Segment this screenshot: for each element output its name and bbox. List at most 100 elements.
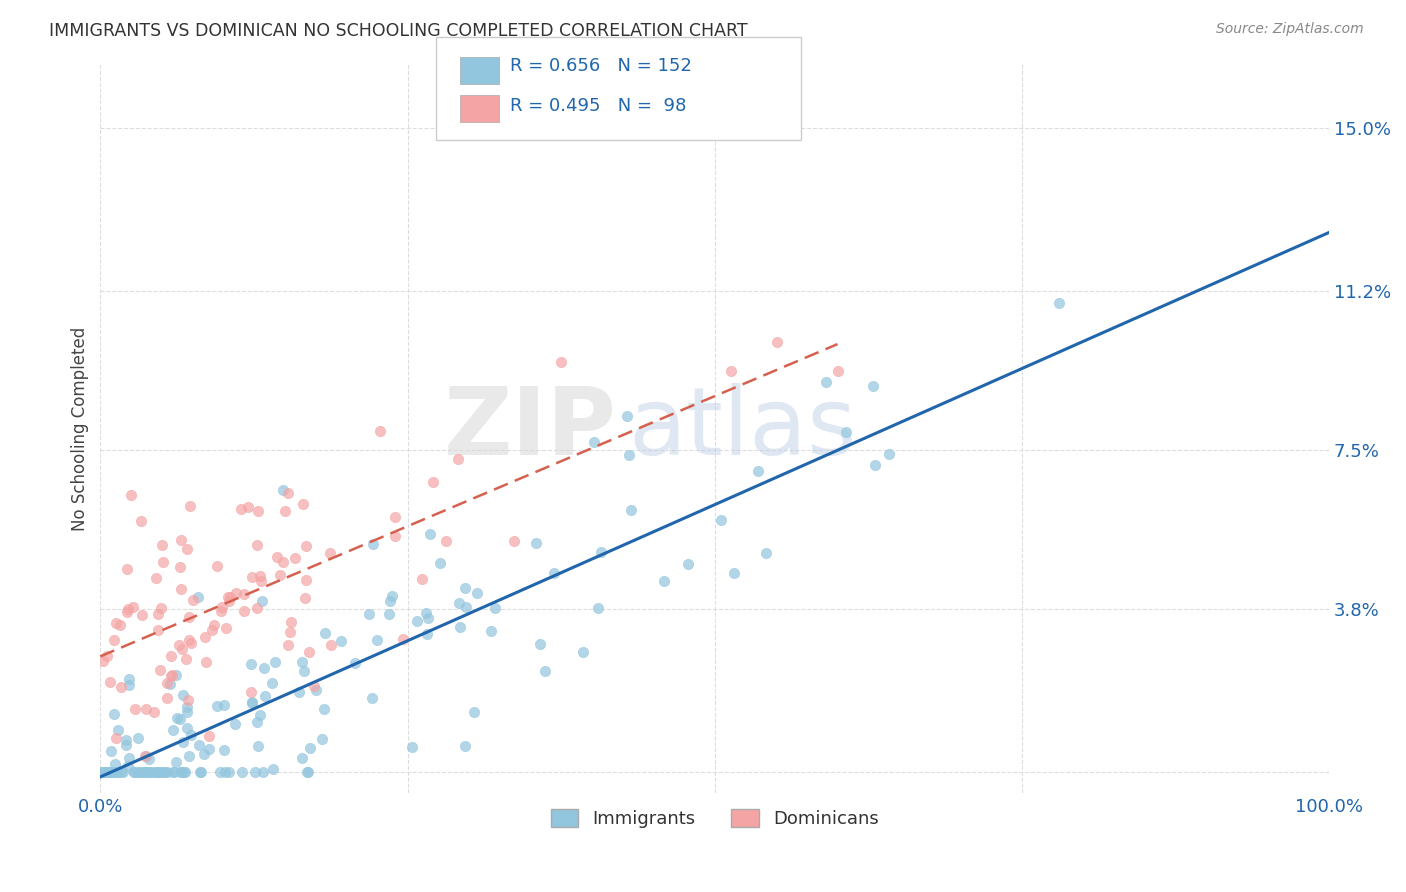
Point xyxy=(344,656,367,670)
Point xyxy=(454,600,477,615)
Point xyxy=(224,717,246,731)
Point xyxy=(218,594,240,608)
Point xyxy=(122,764,145,779)
Point xyxy=(617,448,640,462)
Point xyxy=(172,688,194,702)
Point xyxy=(156,691,179,706)
Text: atlas: atlas xyxy=(628,383,856,475)
Point xyxy=(240,685,263,699)
Y-axis label: No Schooling Completed: No Schooling Completed xyxy=(72,326,89,531)
Point xyxy=(297,764,319,779)
Point xyxy=(150,601,173,615)
Point xyxy=(233,587,256,601)
Point xyxy=(128,764,150,779)
Point xyxy=(173,764,195,779)
Point xyxy=(419,527,441,541)
Point xyxy=(211,600,233,615)
Point xyxy=(170,764,193,779)
Point xyxy=(292,664,315,678)
Point xyxy=(94,764,117,779)
Point xyxy=(534,665,557,679)
Point xyxy=(242,697,264,711)
Point xyxy=(262,762,284,776)
Point xyxy=(146,764,169,779)
Point xyxy=(94,764,117,779)
Text: Source: ZipAtlas.com: Source: ZipAtlas.com xyxy=(1216,22,1364,37)
Point xyxy=(295,539,318,553)
Point xyxy=(167,638,190,652)
Point xyxy=(231,501,253,516)
Point xyxy=(311,731,333,746)
Point xyxy=(572,645,595,659)
Point xyxy=(208,764,231,779)
Point xyxy=(415,606,437,620)
Point xyxy=(246,504,269,518)
Point xyxy=(174,764,197,779)
Point xyxy=(103,633,125,648)
Point xyxy=(212,698,235,712)
Point xyxy=(198,729,221,743)
Point xyxy=(134,764,156,779)
Point xyxy=(131,608,153,623)
Point xyxy=(187,738,209,752)
Point xyxy=(250,594,273,608)
Point xyxy=(105,616,128,631)
Point xyxy=(90,764,112,779)
Point xyxy=(127,764,149,779)
Point xyxy=(253,661,276,675)
Point xyxy=(170,582,193,596)
Point xyxy=(180,728,202,742)
Point xyxy=(215,622,238,636)
Point xyxy=(160,669,183,683)
Point xyxy=(710,513,733,527)
Point xyxy=(117,759,139,773)
Point xyxy=(150,538,173,552)
Point xyxy=(298,645,321,659)
Point xyxy=(454,581,477,595)
Point xyxy=(104,731,127,746)
Point xyxy=(411,573,433,587)
Point xyxy=(122,764,145,779)
Point xyxy=(145,571,167,585)
Point xyxy=(588,601,610,615)
Point xyxy=(214,764,236,779)
Point xyxy=(110,680,132,694)
Point xyxy=(98,674,121,689)
Point xyxy=(176,700,198,714)
Point xyxy=(212,742,235,756)
Point xyxy=(231,764,253,779)
Point xyxy=(329,634,352,648)
Point xyxy=(277,638,299,652)
Point xyxy=(194,655,217,669)
Point xyxy=(416,611,439,625)
Point xyxy=(170,533,193,547)
Point xyxy=(131,764,153,779)
Point xyxy=(193,747,215,762)
Point xyxy=(218,764,240,779)
Point xyxy=(211,604,233,618)
Point xyxy=(543,566,565,580)
Point xyxy=(135,749,157,764)
Point xyxy=(207,558,229,573)
Point xyxy=(304,679,326,693)
Point xyxy=(405,614,427,628)
Point xyxy=(121,599,143,614)
Point xyxy=(169,764,191,779)
Legend: Immigrants, Dominicans: Immigrants, Dominicans xyxy=(544,802,886,836)
Point xyxy=(160,668,183,682)
Point xyxy=(291,750,314,764)
Point xyxy=(115,562,138,576)
Point xyxy=(240,569,263,583)
Point xyxy=(145,764,167,779)
Point xyxy=(434,533,457,548)
Point xyxy=(863,458,886,473)
Point xyxy=(277,485,299,500)
Point xyxy=(582,434,605,449)
Point xyxy=(384,529,406,543)
Point xyxy=(357,607,380,621)
Text: IMMIGRANTS VS DOMINICAN NO SCHOOLING COMPLETED CORRELATION CHART: IMMIGRANTS VS DOMINICAN NO SCHOOLING COM… xyxy=(49,22,748,40)
Point xyxy=(104,764,127,779)
Point xyxy=(247,739,270,753)
Point xyxy=(149,764,172,779)
Point xyxy=(292,497,315,511)
